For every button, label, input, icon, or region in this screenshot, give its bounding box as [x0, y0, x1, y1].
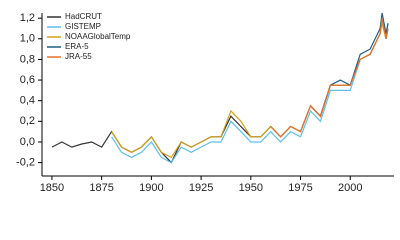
x-tick-label: 1950: [239, 182, 263, 194]
x-tick-label: 1925: [189, 182, 213, 194]
legend-label: JRA-55: [65, 52, 92, 61]
y-tick-label: 0,6: [20, 74, 35, 86]
legend-label: ERA-5: [65, 42, 89, 51]
series-line: [310, 12, 389, 118]
y-tick-label: -0,2: [16, 156, 35, 168]
series-line: [111, 18, 389, 164]
y-tick-label: 0,0: [20, 136, 35, 148]
x-tick-label: 1850: [40, 182, 64, 194]
x-tick-label: 2000: [338, 182, 362, 194]
y-tick-label: 1,2: [20, 12, 35, 24]
legend-label: HadCRUT: [65, 12, 102, 21]
x-tick-label: 1975: [288, 182, 312, 194]
series-line: [270, 18, 389, 138]
y-tick-label: 0,4: [20, 95, 35, 107]
x-tick-label: 1875: [89, 182, 113, 194]
legend-label: GISTEMP: [65, 22, 101, 31]
y-tick-label: 0,8: [20, 53, 35, 65]
legend-label: NOAAGlobalTemp: [65, 32, 131, 41]
chart: -0,2 0,0 0,2 0,4 0,6 0,8 1,0 1,2 1850 1875 1900 192…: [16, 12, 394, 194]
y-tick-label: 0,2: [20, 115, 35, 127]
x-tick-label: 1900: [139, 182, 163, 194]
y-tick-label: 1,0: [20, 33, 35, 45]
